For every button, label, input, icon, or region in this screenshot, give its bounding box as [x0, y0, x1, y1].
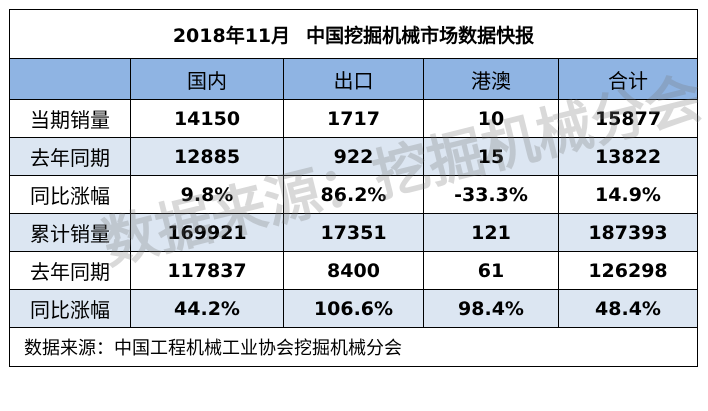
table-cell: 187393	[558, 213, 698, 252]
table-cell: 1717	[283, 99, 424, 138]
row-label: 累计销量	[9, 213, 131, 252]
table-cell: 61	[423, 251, 559, 290]
table-cell: 106.6%	[283, 289, 424, 328]
table-row: 去年同期 12885 922 15 13822	[9, 137, 698, 176]
table-row: 累计销量 169921 17351 121 187393	[9, 213, 698, 252]
header-cell-hk-macau: 港澳	[423, 58, 559, 100]
table-cell: 117837	[130, 251, 284, 290]
header-cell-export: 出口	[283, 58, 424, 100]
header-cell-blank	[9, 58, 131, 100]
title-text: 中国挖掘机械市场数据快报	[306, 24, 535, 47]
row-label: 去年同期	[9, 251, 131, 290]
table-cell: 14.9%	[558, 175, 698, 214]
table-cell: -33.3%	[423, 175, 559, 214]
table-row: 同比涨幅 9.8% 86.2% -33.3% 14.9%	[9, 175, 698, 214]
source-note: 数据来源：中国工程机械工业协会挖掘机械分会	[9, 327, 698, 367]
table-row: 去年同期 117837 8400 61 126298	[9, 251, 698, 290]
table-cell: 169921	[130, 213, 284, 252]
table-row: 当期销量 14150 1717 10 15877	[9, 99, 698, 138]
table-cell: 13822	[558, 137, 698, 176]
table-row: 同比涨幅 44.2% 106.6% 98.4% 48.4%	[9, 289, 698, 328]
table-cell: 15877	[558, 99, 698, 138]
table-cell: 86.2%	[283, 175, 424, 214]
title-row: 2018年11月 中国挖掘机械市场数据快报	[9, 9, 698, 59]
row-label: 同比涨幅	[9, 175, 131, 214]
header-row: 国内 出口 港澳 合计	[9, 58, 698, 100]
data-table: 2018年11月 中国挖掘机械市场数据快报 国内 出口 港澳 合计 当期销量 14…	[9, 9, 698, 367]
header-cell-total: 合计	[558, 58, 698, 100]
table-cell: 121	[423, 213, 559, 252]
header-cell-domestic: 国内	[130, 58, 284, 100]
table-cell: 126298	[558, 251, 698, 290]
table-cell: 44.2%	[130, 289, 284, 328]
table-cell: 48.4%	[558, 289, 698, 328]
table-cell: 8400	[283, 251, 424, 290]
table-cell: 10	[423, 99, 559, 138]
row-label: 当期销量	[9, 99, 131, 138]
row-label: 去年同期	[9, 137, 131, 176]
title-date: 2018年11月	[172, 24, 291, 47]
row-label: 同比涨幅	[9, 289, 131, 328]
table-cell: 9.8%	[130, 175, 284, 214]
table-cell: 98.4%	[423, 289, 559, 328]
table-cell: 15	[423, 137, 559, 176]
table-cell: 12885	[130, 137, 284, 176]
table-title: 2018年11月 中国挖掘机械市场数据快报	[9, 9, 698, 59]
table-cell: 17351	[283, 213, 424, 252]
source-row: 数据来源：中国工程机械工业协会挖掘机械分会	[9, 327, 698, 367]
table-cell: 922	[283, 137, 424, 176]
table-cell: 14150	[130, 99, 284, 138]
